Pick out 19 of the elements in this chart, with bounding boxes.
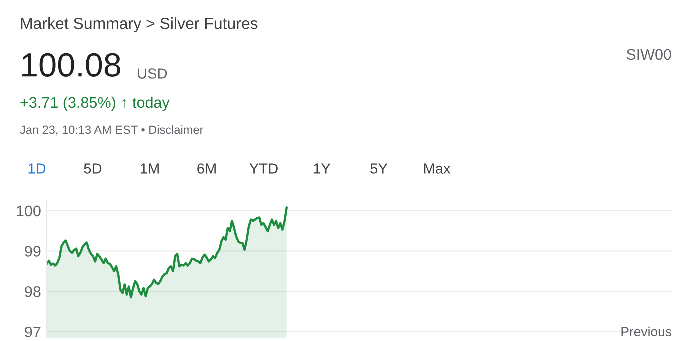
y-tick-label: 97 [25,326,41,338]
text: USD [138,68,168,79]
text: 5Y [370,164,388,174]
y-tick-label: 99 [25,246,41,257]
text: 1D [28,164,46,174]
text: Jan 23, 10:13 AM EST • Disclaimer [20,125,204,136]
text: SIW00 [626,49,672,60]
text: 100.08 [22,53,121,77]
annotation: Previous [622,326,672,337]
text: 5D [84,164,102,174]
text: 1Y [314,164,331,174]
text: Max [424,164,451,174]
text: +3.71 (3.85%) ↑ today [20,96,170,112]
text: 6M [198,164,216,174]
text: YTD [250,164,278,174]
y-tick-label: 100 [17,206,41,217]
text: 1M [140,164,159,174]
chart-title: Market Summary > Silver Futures [21,18,258,32]
y-tick-label: 98 [25,286,41,298]
